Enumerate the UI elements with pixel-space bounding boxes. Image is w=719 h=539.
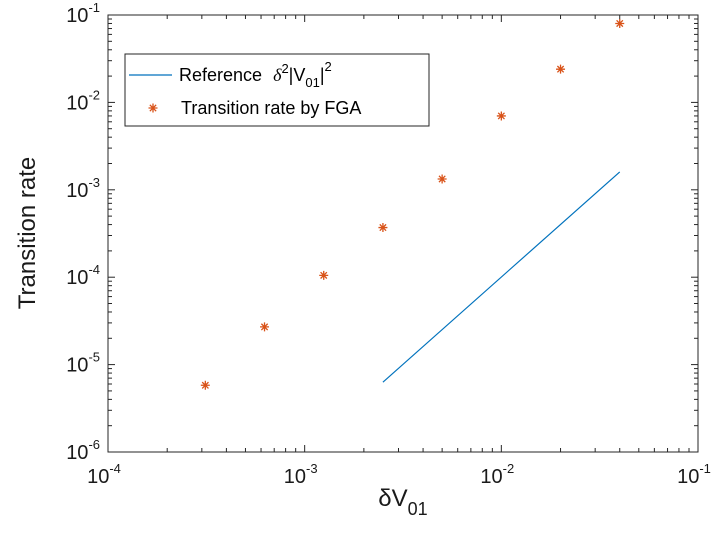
x-axis-label: δV01 (378, 485, 427, 519)
fga-point (615, 18, 625, 28)
y-axis-label: Transition rate (14, 157, 41, 310)
y-tick-label-exp: -4 (88, 262, 100, 277)
y-tick-label-exp: -1 (88, 0, 100, 15)
legend-star-marker (148, 103, 158, 113)
x-tick-label-base: 10 (87, 466, 109, 488)
x-tick-label-exp: -2 (503, 461, 515, 476)
y-tick-label: 10-3 (66, 175, 100, 202)
x-tick-label-base: 10 (677, 466, 699, 488)
reference-line (382, 171, 621, 383)
x-axis-label-sub: 01 (408, 499, 428, 519)
x-tick-label-exp: -3 (306, 461, 318, 476)
fga-point (378, 223, 388, 233)
y-tick-label: 10-1 (66, 0, 100, 27)
tick-labels: 10-4 10-3 10-2 10-110-610-510-410-310-210-1 (66, 0, 711, 488)
legend-reference-sub: 01 (305, 75, 319, 90)
y-tick-label-exp: -5 (88, 350, 100, 365)
legend-reference-close: | (320, 65, 325, 85)
fga-point (200, 380, 210, 390)
plot-frame (107, 14, 699, 453)
y-tick-label-base: 10 (66, 442, 88, 464)
legend-reference-sq2: 2 (325, 59, 332, 74)
y-tick-label: 10-6 (66, 437, 100, 464)
fga-point (556, 64, 566, 74)
x-tick-label: 10-2 (480, 461, 514, 488)
legend-reference-bar: |V (289, 65, 306, 85)
y-tick-label-base: 10 (66, 180, 88, 202)
legend-box (124, 53, 430, 127)
y-tick-label-base: 10 (66, 92, 88, 114)
series-layer (200, 18, 625, 390)
x-axis-label-base: δV (378, 485, 407, 512)
legend-reference-sq: 2 (281, 61, 288, 76)
fga-point (496, 111, 506, 121)
legend-marker-sample (148, 103, 158, 113)
y-tick-label: 10-5 (66, 350, 100, 377)
x-tick-label-exp: -4 (109, 461, 121, 476)
x-tick-label: 10-1 (677, 461, 711, 488)
x-tick-label: 10-3 (284, 461, 318, 488)
x-tick-label: 10-4 (87, 461, 121, 488)
y-tick-label-exp: -3 (88, 175, 100, 190)
y-tick-label-base: 10 (66, 355, 88, 377)
ticks-layer (107, 15, 698, 453)
x-tick-label-exp: -1 (699, 461, 711, 476)
legend-reference-text: Reference (179, 65, 262, 85)
y-tick-label-base: 10 (66, 267, 88, 289)
y-tick-label: 10-2 (66, 87, 100, 114)
legend-entry-reference: Reference δ2|V01|2 (179, 59, 332, 90)
x-tick-label-base: 10 (284, 466, 306, 488)
x-tick-label-base: 10 (480, 466, 502, 488)
y-tick-label-base: 10 (66, 5, 88, 27)
legend-entry-fga: Transition rate by FGA (181, 98, 361, 118)
y-tick-label-exp: -2 (88, 87, 100, 102)
y-tick-label: 10-4 (66, 262, 100, 289)
fga-point (319, 270, 329, 280)
fga-point (437, 174, 447, 184)
legend: Reference δ2|V01|2 Transition rate by FGA (124, 53, 430, 127)
y-tick-label-exp: -6 (88, 437, 100, 452)
legend-reference-delta: δ (273, 65, 282, 85)
fga-point (260, 322, 270, 332)
